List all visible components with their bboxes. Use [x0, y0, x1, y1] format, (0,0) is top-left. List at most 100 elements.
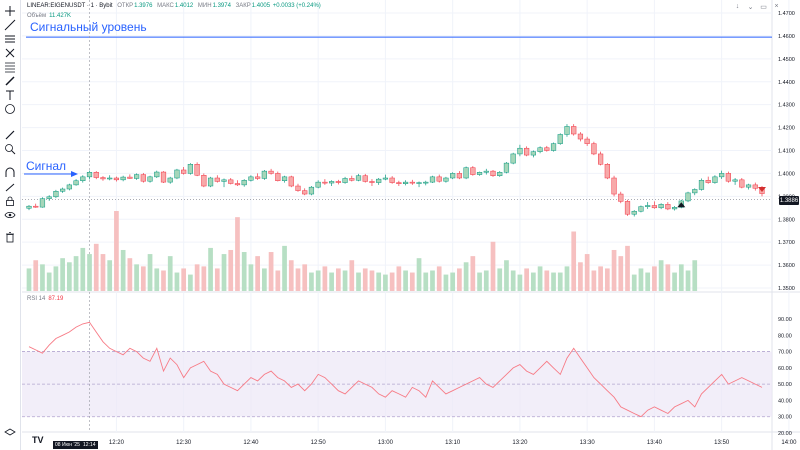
stay-drawing-icon[interactable]: [2, 180, 18, 194]
horizontal-lines-icon[interactable]: [2, 32, 18, 46]
candle-body: [604, 164, 610, 179]
time-tick-label: 12:30: [176, 440, 192, 446]
candle-body: [524, 147, 530, 156]
time-tick-label: 13:00: [378, 440, 394, 446]
candle-body: [732, 179, 738, 182]
zoom-icon[interactable]: [2, 142, 18, 156]
candle-body: [557, 134, 563, 144]
time-tick-label: 12:20: [109, 440, 125, 446]
rsi-tick-label: 60.00: [778, 366, 792, 372]
volume-bar: [531, 272, 536, 291]
candle-body: [53, 191, 59, 198]
eye-icon[interactable]: [2, 208, 18, 222]
candle-body: [66, 184, 72, 190]
volume-bar: [147, 254, 153, 291]
signal-annotation[interactable]: Сигнал: [26, 159, 67, 173]
volume-bar: [564, 266, 570, 291]
emoji-icon[interactable]: [2, 102, 18, 116]
symbol-label[interactable]: LINEAR:EIGENUSDT · 1 · Bybit: [27, 3, 113, 9]
volume-bar: [591, 270, 597, 291]
candle-body: [60, 188, 66, 192]
date-badge: 08 Июн '25: [53, 441, 82, 449]
rsi-legend: RSI 14 87.19: [27, 296, 63, 302]
brush-icon[interactable]: [2, 74, 18, 88]
crosshair-icon[interactable]: [2, 4, 18, 18]
volume-bar: [517, 274, 523, 291]
close-icon[interactable]: ×: [774, 3, 779, 10]
volume-bar: [584, 254, 590, 291]
volume-bar: [436, 266, 442, 291]
rsi-tick-label: 50.00: [778, 382, 792, 388]
time-tick-label: 14:00: [781, 440, 797, 446]
time-tick-label: 13:50: [714, 440, 730, 446]
price-tick-label: 1.4200: [778, 126, 795, 132]
volume-bar: [315, 270, 321, 291]
rsi-value: 87.19: [48, 296, 64, 302]
candle-body: [443, 177, 449, 182]
signal-level-annotation[interactable]: Сигнальный уровень: [30, 20, 147, 34]
price-tick-label: 1.3700: [778, 240, 795, 246]
volume-bar: [638, 268, 644, 291]
open-label: ОТКР: [117, 3, 134, 9]
volume-bar: [457, 268, 462, 291]
close-label: ЗАКР: [235, 3, 251, 9]
text-icon[interactable]: [2, 88, 18, 102]
candle-body: [624, 201, 631, 215]
volume-bar: [665, 264, 671, 291]
collapse-icon[interactable]: ↓: [735, 3, 740, 10]
chart-area[interactable]: 12:20 12:30 12:40 12:50 13:00 13:10 13:20 13:30…: [22, 0, 800, 450]
ruler-icon[interactable]: [2, 128, 18, 142]
volume-bar: [181, 268, 187, 291]
trash-icon[interactable]: [2, 230, 18, 244]
price-tick-label: 1.3600: [778, 263, 795, 269]
volume-bar: [87, 254, 92, 291]
candle-body: [113, 177, 120, 181]
volume-bar: [598, 266, 603, 291]
trend-line-icon[interactable]: [2, 18, 18, 32]
fib-icon[interactable]: [2, 60, 18, 74]
volume-bar: [100, 254, 106, 291]
candle-body: [476, 172, 483, 175]
open-value: 1.3976: [134, 3, 153, 9]
low-label: МИН: [197, 3, 212, 9]
signal-arrow-head: [71, 171, 78, 177]
volume-bar: [154, 268, 160, 291]
volume-bar: [241, 252, 247, 291]
candle-body: [698, 180, 705, 190]
candle-body: [187, 164, 193, 174]
volume-bar: [537, 266, 543, 291]
candle-body: [362, 175, 368, 182]
volume-bar: [356, 272, 361, 291]
pitchfork-icon[interactable]: [2, 46, 18, 60]
volume-bar: [349, 260, 355, 291]
magnet-icon[interactable]: [2, 166, 18, 180]
candle-body: [719, 173, 725, 178]
layers-icon[interactable]: [2, 426, 18, 440]
chevron-down-icon[interactable]: ⌄: [747, 3, 754, 11]
maximize-icon[interactable]: ▭: [760, 3, 767, 11]
volume-bar: [557, 272, 563, 291]
volume-bar: [477, 272, 482, 291]
lock-icon[interactable]: [2, 194, 18, 208]
volume-bar: [309, 272, 314, 291]
volume-bar: [611, 249, 617, 291]
candle-body: [490, 170, 496, 176]
volume-bar: [174, 272, 180, 291]
rsi-tick-label: 80.00: [778, 333, 792, 339]
volume-bar: [188, 274, 193, 291]
candle-body: [201, 175, 207, 187]
candle-body: [33, 205, 39, 208]
current-price-badge: 1.3886: [779, 196, 799, 205]
candle-body: [26, 205, 32, 209]
candle-body: [268, 170, 274, 174]
candle-body: [685, 192, 691, 202]
volume-bar: [161, 270, 166, 291]
sell-marker: [758, 187, 766, 193]
candle-body: [154, 171, 160, 178]
volume-bar: [120, 249, 126, 291]
chart-svg[interactable]: 12:20 12:30 12:40 12:50 13:00 13:10 13:20 13:30…: [22, 0, 800, 450]
candle-body: [228, 179, 234, 184]
candle-body: [322, 181, 328, 184]
rsi-tick-label: 90.00: [778, 317, 792, 323]
candle-body: [638, 206, 644, 212]
